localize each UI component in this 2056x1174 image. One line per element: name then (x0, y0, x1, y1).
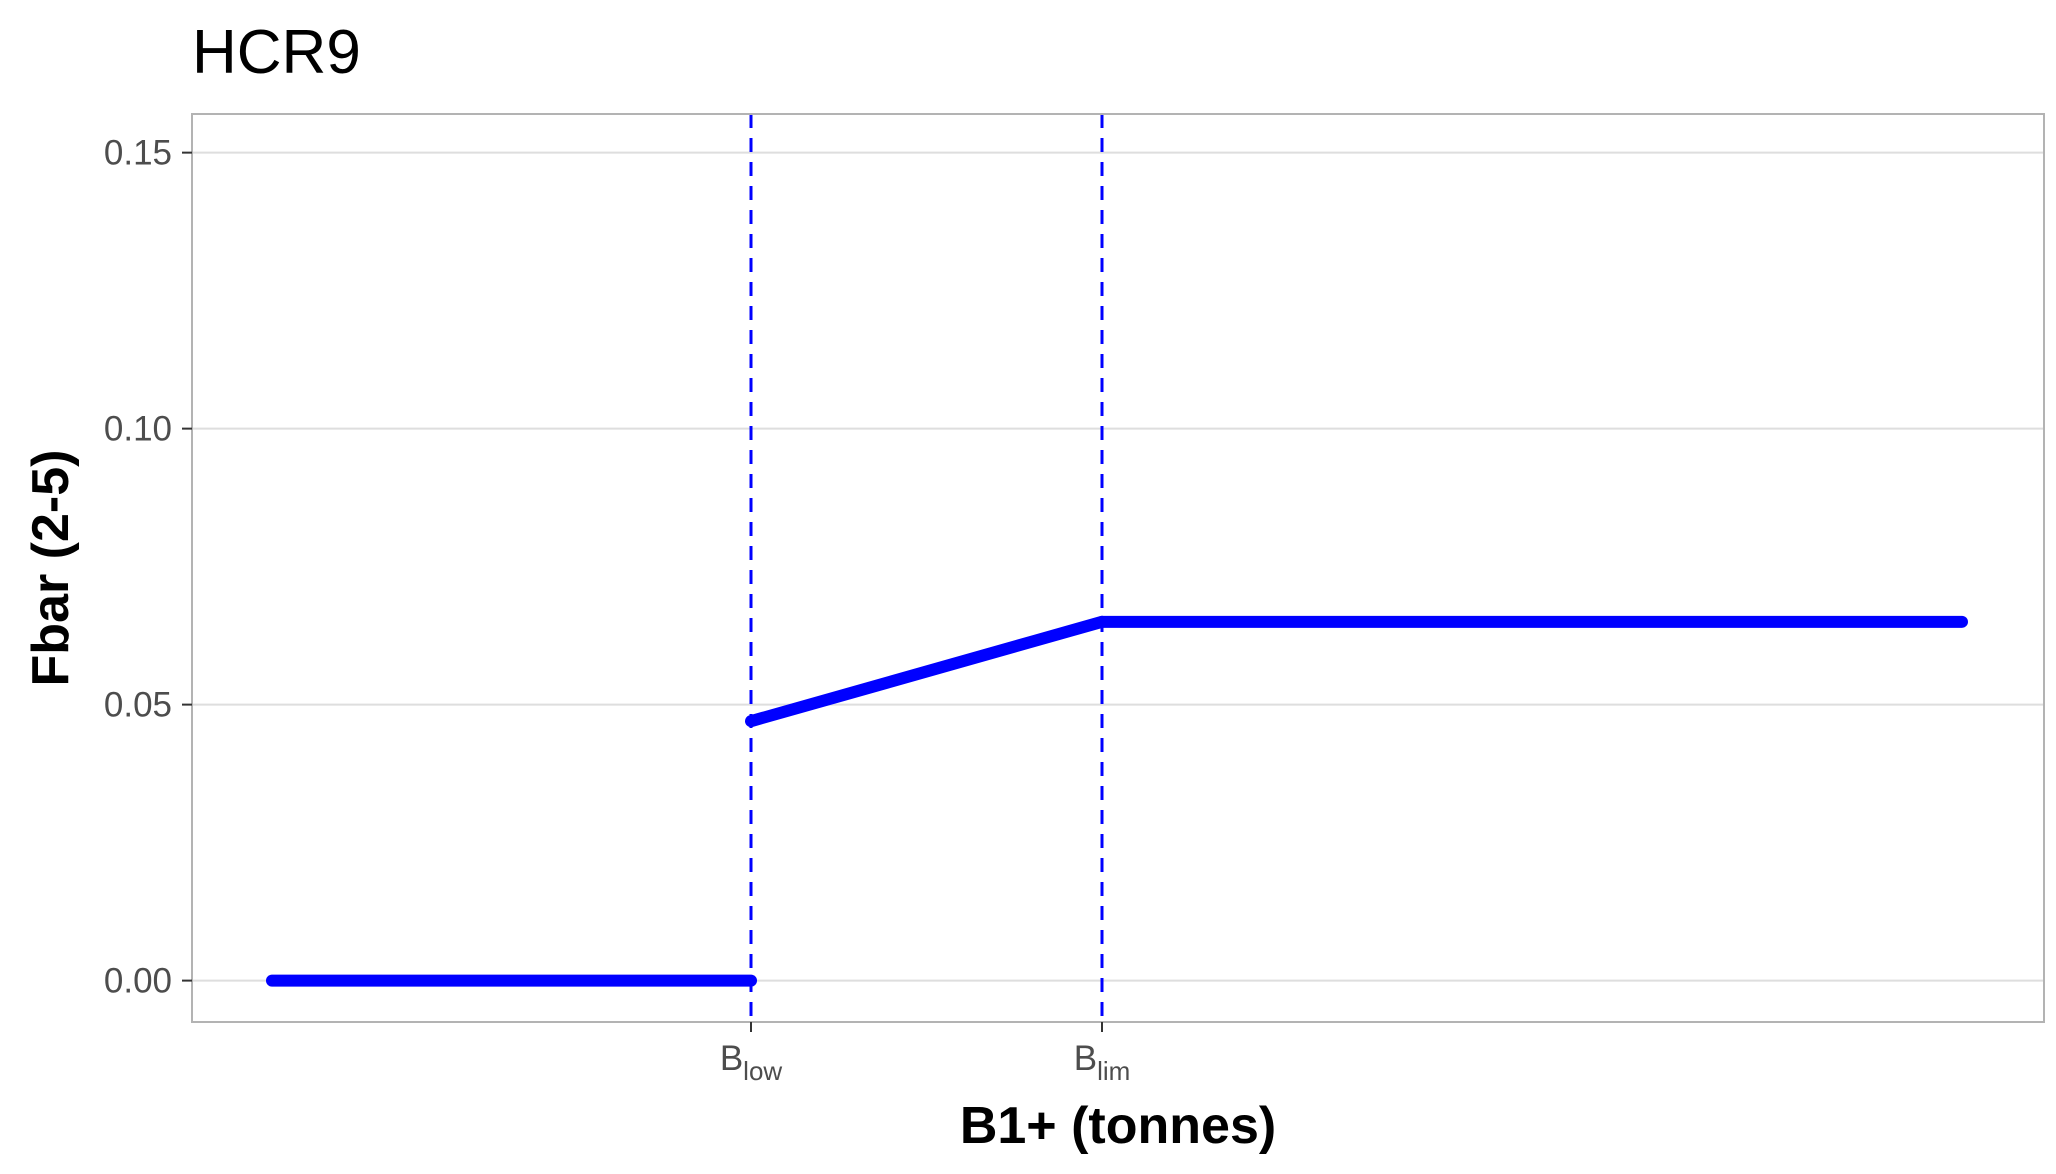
gridlines (192, 151, 2044, 982)
x-axis-title: B1+ (tonnes) (960, 1097, 1276, 1155)
series-layer (266, 615, 1968, 987)
x-tick-label-blim: Blim (1074, 1039, 1131, 1086)
x-axis-ticks: Blow Blim (720, 1022, 1130, 1086)
y-axis-ticks: 0.00 0.05 0.10 0.15 (104, 134, 192, 1001)
y-axis-title: Fbar (2-5) (22, 450, 80, 687)
series-segment-2 (745, 615, 1108, 728)
y-tick-label: 0.15 (104, 134, 172, 173)
x-tick-label-sub: lim (1097, 1056, 1130, 1086)
plot-panel (191, 113, 2045, 1023)
chart-title: HCR9 (192, 18, 361, 87)
y-tick-label: 0.00 (104, 962, 172, 1001)
x-tick-label-sub: low (743, 1056, 782, 1086)
y-tick-label: 0.05 (104, 686, 172, 725)
x-tick-label-main: B (1074, 1039, 1097, 1078)
x-tick-label-main: B (720, 1039, 743, 1078)
y-tick-label: 0.10 (104, 410, 172, 449)
reference-lines (749, 114, 1104, 1022)
x-tick-label-blow: Blow (720, 1039, 783, 1086)
